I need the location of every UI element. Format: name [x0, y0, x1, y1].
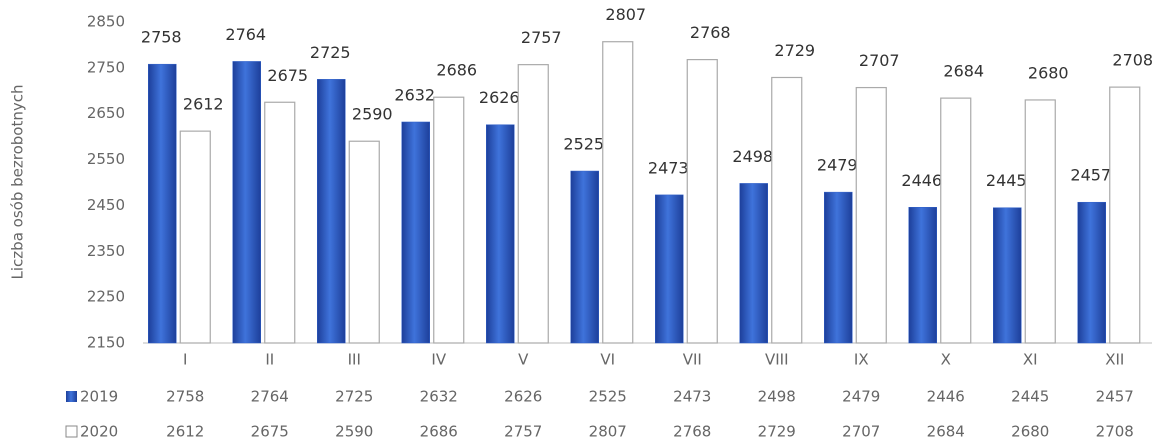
x-tick-label: VII — [683, 351, 702, 369]
table-cell: 2525 — [589, 388, 627, 406]
data-label: 2612 — [183, 95, 224, 114]
table-cell: 2473 — [673, 388, 711, 406]
data-label: 2457 — [1070, 166, 1111, 185]
bar — [739, 183, 768, 344]
x-tick-label: IV — [431, 351, 446, 369]
bar — [148, 63, 177, 344]
table-cell: 2479 — [842, 388, 880, 406]
table-cell: 2686 — [420, 423, 458, 441]
y-tick-label: 2250 — [87, 288, 125, 306]
x-tick-label: IX — [854, 351, 869, 369]
x-tick-label: VIII — [765, 351, 789, 369]
bar — [570, 170, 599, 344]
legend-label: 2020 — [80, 423, 118, 441]
bar — [348, 140, 380, 344]
x-tick-label: X — [941, 351, 951, 369]
table-cell: 2632 — [420, 388, 458, 406]
y-tick-label: 2150 — [87, 334, 125, 352]
table-cell: 2725 — [335, 388, 373, 406]
y-tick-label: 2350 — [87, 242, 125, 260]
data-label: 2807 — [605, 5, 646, 24]
data-label: 2758 — [141, 28, 182, 47]
table-cell: 2729 — [758, 423, 796, 441]
bar — [908, 207, 937, 344]
data-label: 2764 — [225, 25, 266, 44]
x-tick-label: XI — [1023, 351, 1038, 369]
data-label: 2768 — [690, 23, 731, 42]
bar — [824, 191, 853, 344]
x-tick-label: I — [183, 351, 187, 369]
table-cell: 2807 — [589, 423, 627, 441]
data-label: 2590 — [352, 105, 393, 124]
table-cell: 2758 — [166, 388, 204, 406]
bar — [993, 207, 1022, 344]
data-label: 2675 — [267, 66, 308, 85]
bar — [855, 86, 887, 344]
table-cell: 2445 — [1011, 388, 1049, 406]
data-label: 2446 — [901, 171, 942, 190]
bar — [1077, 201, 1106, 344]
bar — [940, 97, 972, 344]
table-cell: 2680 — [1011, 423, 1049, 441]
legend-swatch — [65, 425, 78, 438]
data-label: 2632 — [394, 85, 435, 104]
x-tick-label: XII — [1105, 351, 1124, 369]
table-cell: 2457 — [1096, 388, 1134, 406]
data-label: 2684 — [943, 62, 984, 81]
table-cell: 2612 — [166, 423, 204, 441]
y-tick-label: 2550 — [87, 150, 125, 168]
table-cell: 2708 — [1096, 423, 1134, 441]
x-tick-label: III — [348, 351, 361, 369]
bar — [517, 64, 549, 344]
legend-label: 2019 — [80, 388, 118, 406]
data-label: 2686 — [436, 61, 477, 80]
table-cell: 2768 — [673, 423, 711, 441]
data-label: 2757 — [521, 28, 562, 47]
table-cell: 2707 — [842, 423, 880, 441]
data-label: 2479 — [817, 156, 858, 175]
data-label: 2725 — [310, 43, 351, 62]
bar — [1109, 86, 1141, 344]
y-tick-label: 2650 — [87, 104, 125, 122]
data-label: 2525 — [563, 135, 604, 154]
data-label: 2445 — [986, 171, 1027, 190]
data-label: 2626 — [479, 88, 520, 107]
data-label: 2680 — [1028, 63, 1069, 82]
table-cell: 2757 — [504, 423, 542, 441]
data-label: 2498 — [732, 147, 773, 166]
bar — [771, 76, 803, 344]
bar — [179, 130, 211, 344]
bar — [232, 61, 261, 344]
bar — [686, 59, 718, 344]
data-label: 2707 — [859, 51, 900, 70]
y-tick-label: 2750 — [87, 58, 125, 76]
y-tick-label: 2850 — [87, 13, 125, 31]
table-cell: 2684 — [927, 423, 965, 441]
table-cell: 2498 — [758, 388, 796, 406]
bar — [433, 96, 465, 344]
bar — [317, 79, 346, 344]
bar — [264, 101, 296, 344]
bar — [401, 121, 430, 344]
table-cell: 2446 — [927, 388, 965, 406]
x-tick-label: V — [518, 351, 529, 369]
y-tick-label: 2450 — [87, 196, 125, 214]
x-tick-label: VI — [600, 351, 615, 369]
bar — [655, 194, 684, 344]
bar — [1024, 99, 1056, 344]
table-cell: 2590 — [335, 423, 373, 441]
bar — [602, 41, 634, 344]
data-label: 2729 — [774, 41, 815, 60]
legend-swatch — [66, 391, 77, 402]
table-cell: 2626 — [504, 388, 542, 406]
data-label: 2473 — [648, 158, 689, 177]
table-cell: 2764 — [251, 388, 289, 406]
y-axis-label: Liczba osób bezrobotnych — [9, 85, 27, 280]
x-tick-label: II — [265, 351, 274, 369]
bar — [486, 124, 515, 344]
data-label: 2708 — [1112, 51, 1153, 70]
table-cell: 2675 — [251, 423, 289, 441]
